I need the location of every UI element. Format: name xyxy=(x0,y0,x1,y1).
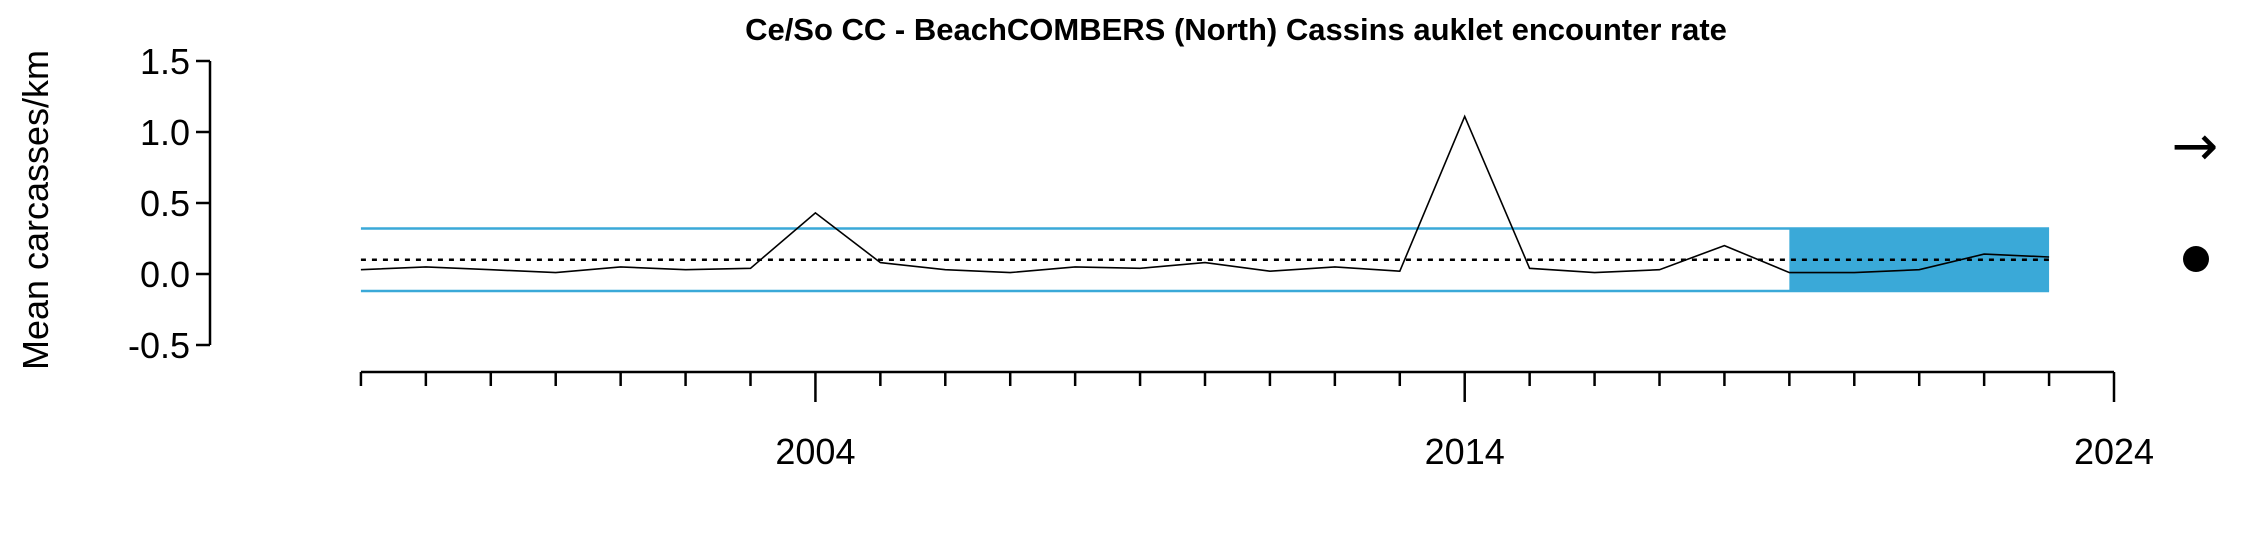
y-tick-label: 0.0 xyxy=(140,254,190,295)
y-tick-label: 0.5 xyxy=(140,183,190,224)
chart-title: Ce/So CC - BeachCOMBERS (North) Cassins … xyxy=(745,12,1727,47)
y-tick-label: -0.5 xyxy=(128,325,190,366)
y-axis: -0.5 0.0 0.5 1.0 1.5 xyxy=(128,41,212,366)
mean-status-dot-icon xyxy=(2183,246,2209,272)
x-tick-label: 2014 xyxy=(1425,431,1505,472)
x-tick-label: 2004 xyxy=(775,431,855,472)
recent-window-shade xyxy=(1789,228,2050,292)
x-axis: 2004 2014 2024 xyxy=(359,370,2154,472)
x-tick-label: 2024 xyxy=(2074,431,2154,472)
y-tick-label: 1.0 xyxy=(140,112,190,153)
trend-arrow-icon: → xyxy=(2172,114,2219,179)
plot-area xyxy=(360,114,2050,293)
series-line xyxy=(360,114,2050,274)
y-tick-label: 1.5 xyxy=(140,41,190,82)
y-axis-title: Mean carcasses/km xyxy=(15,50,56,370)
